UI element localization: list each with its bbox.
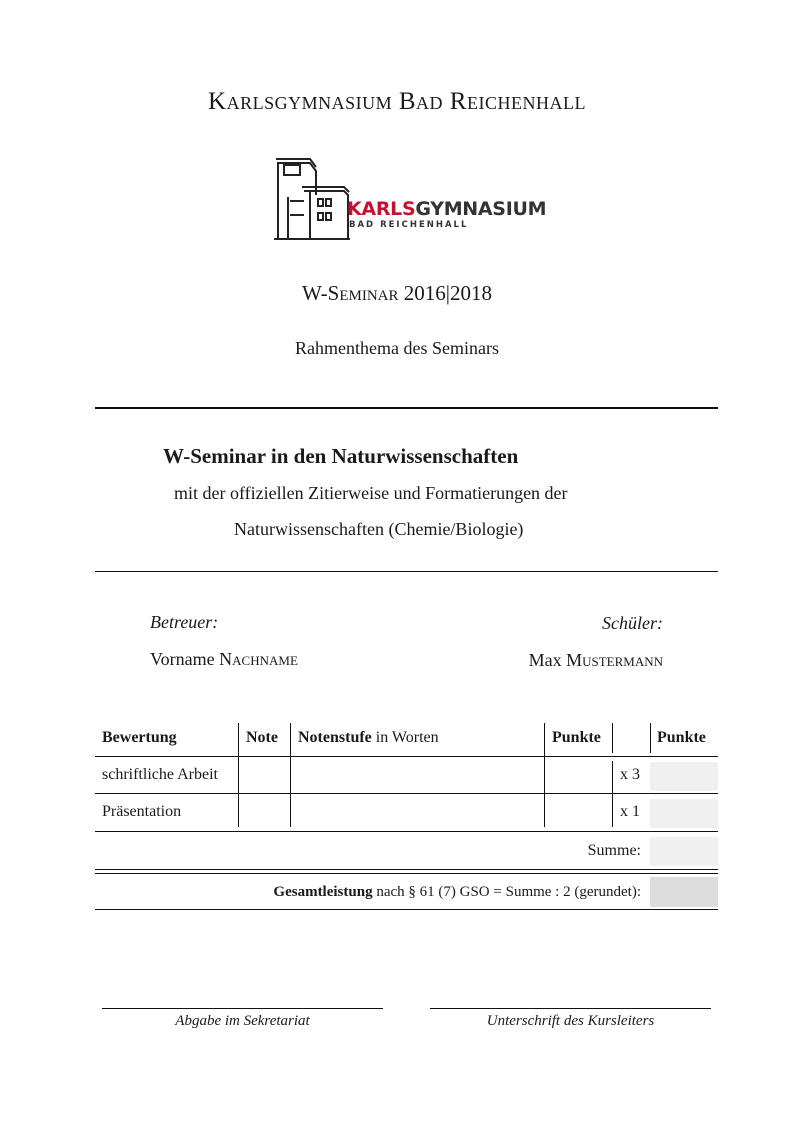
column-divider (544, 723, 545, 827)
school-building-icon (274, 158, 350, 240)
table-bottom-rule (95, 909, 718, 910)
signature-label-right: Unterschrift des Kursleiters (486, 1013, 655, 1029)
schueler-name: Max Mustermann (529, 650, 663, 671)
header-punkte: Punkte (552, 729, 601, 746)
seminar-years: 2016|2018 (403, 281, 492, 305)
betreuer-label: Betreuer: (150, 612, 219, 632)
schueler-last: Mustermann (566, 650, 663, 670)
column-divider (238, 723, 239, 827)
score-cell-summe[interactable] (650, 837, 718, 866)
row-label-schriftlich: schriftliche Arbeit (102, 766, 218, 783)
logo-subline: BAD REICHENHALL (349, 220, 469, 230)
thesis-title: W-Seminar in den Naturwissenschaften (163, 444, 519, 468)
column-divider (290, 723, 291, 827)
summe-label: Summe: (587, 842, 641, 859)
top-rule (95, 407, 718, 409)
gesamt-bold: Gesamtleistung (273, 884, 373, 900)
signature-label-left: Abgabe im Sekretariat (175, 1013, 310, 1029)
signature-line-right (430, 1008, 711, 1009)
gesamt-label: Gesamtleistung nach § 61 (7) GSO = Summe… (273, 884, 641, 901)
score-cell-gesamt[interactable] (650, 877, 718, 907)
school-logo: KARLSGYMNASIUM BAD REICHENHALL (274, 155, 547, 240)
row-factor-schriftlich: x 3 (620, 766, 640, 783)
column-divider (650, 723, 651, 753)
header-punkte-total: Punkte (657, 729, 706, 746)
column-divider (612, 723, 613, 753)
header-notenstufe-rest: in Worten (371, 729, 439, 746)
schueler-first: Max (528, 650, 562, 670)
schueler-label: Schüler: (602, 613, 663, 633)
rahmenthema: Rahmenthema des Seminars (295, 338, 499, 358)
row-factor-praesentation: x 1 (620, 803, 640, 820)
row-divider (95, 793, 718, 794)
header-note: Note (246, 729, 278, 746)
score-cell-praesentation[interactable] (650, 799, 718, 828)
header-bewertung: Bewertung (102, 729, 177, 746)
logo-name-dark: GYMNASIUM (415, 198, 547, 220)
double-rule-bottom (95, 873, 718, 874)
school-title: Karlsgymnasium Bad Reichenhall (208, 88, 586, 115)
subtitle-line1: mit der offiziellen Zitierweise und Form… (174, 483, 568, 503)
row-label-praesentation: Präsentation (102, 803, 182, 820)
betreuer-last: Nachname (219, 649, 298, 669)
bottom-rule (95, 571, 718, 572)
seminar-heading: W-Seminar 2016|2018 (0, 281, 794, 306)
gesamt-rest: nach § 61 (7) GSO = Summe : 2 (gerundet)… (372, 884, 641, 900)
subtitle-line2: Naturwissenschaften (Chemie/Biologie) (234, 519, 524, 539)
logo-name-red: KARLS (347, 198, 416, 220)
signature-line-left (102, 1008, 383, 1009)
betreuer-name: Vorname Nachname (150, 649, 298, 670)
header-notenstufe: Notenstufe in Worten (298, 729, 439, 747)
betreuer-first: Vorname (150, 649, 215, 669)
column-divider (612, 761, 613, 827)
seminar-label: W-Seminar (302, 281, 399, 305)
double-rule-top (95, 869, 718, 870)
header-notenstufe-bold: Notenstufe (298, 729, 372, 746)
row-divider (95, 831, 718, 832)
row-divider (95, 756, 718, 757)
score-cell-schriftlich[interactable] (650, 762, 718, 791)
